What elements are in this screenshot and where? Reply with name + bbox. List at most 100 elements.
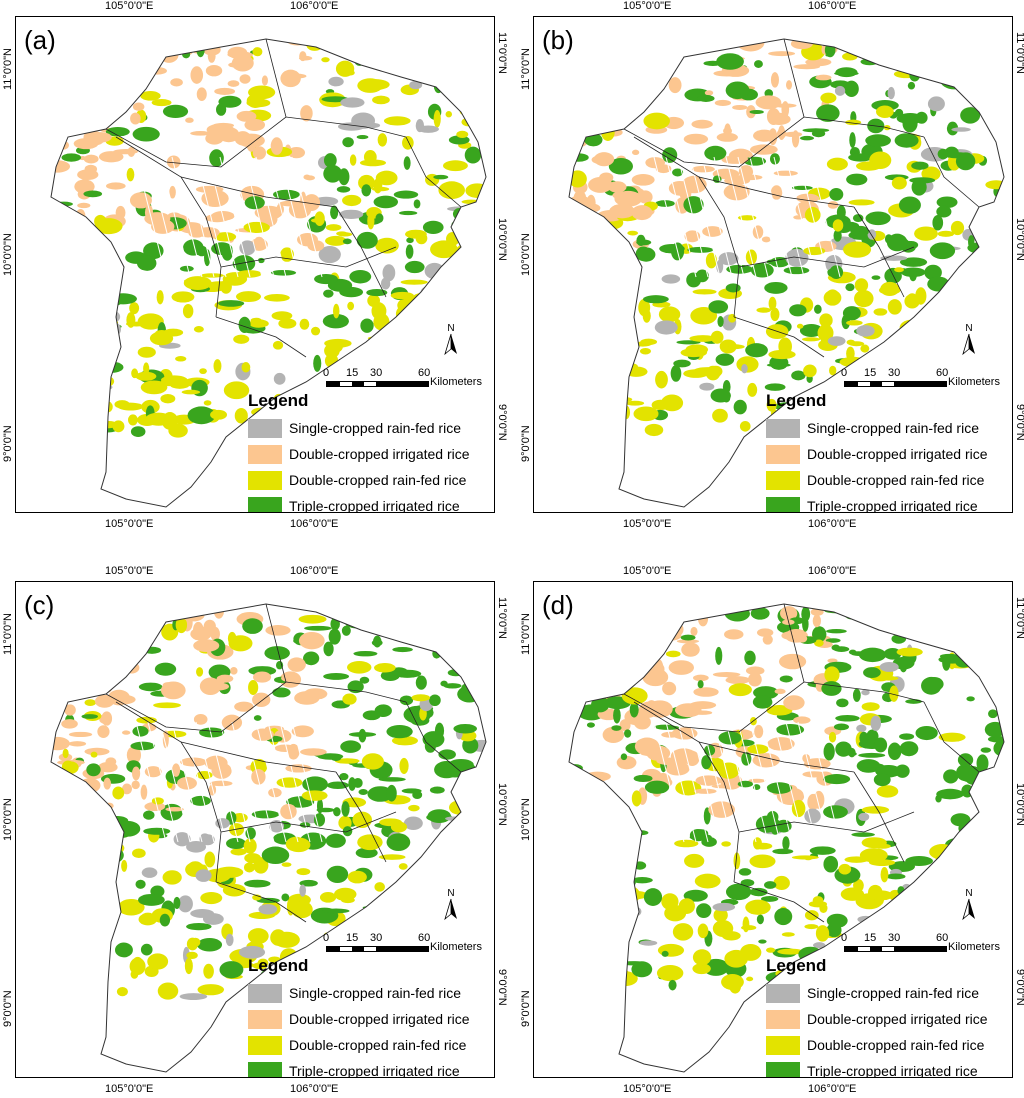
rice-patch bbox=[253, 671, 272, 683]
province-border bbox=[733, 881, 825, 923]
legend-label: Single-cropped rain-fed rice bbox=[807, 420, 979, 436]
canal-line bbox=[737, 721, 769, 843]
rice-patch bbox=[793, 215, 804, 220]
rice-patch bbox=[609, 396, 633, 403]
province-border bbox=[105, 681, 407, 733]
rice-patch bbox=[299, 318, 310, 330]
rice-patch bbox=[941, 614, 955, 627]
rice-patch bbox=[368, 909, 395, 924]
rice-patch bbox=[323, 641, 334, 657]
rice-patch bbox=[203, 400, 212, 406]
rice-patch bbox=[340, 97, 365, 108]
rice-patch bbox=[106, 257, 114, 263]
rice-patch bbox=[356, 135, 369, 140]
canal-line bbox=[243, 156, 275, 278]
rice-patch bbox=[83, 924, 98, 930]
rice-patch bbox=[325, 833, 346, 848]
rice-patch bbox=[687, 246, 714, 253]
canal-line bbox=[147, 156, 179, 278]
rice-patch bbox=[705, 365, 721, 381]
province-border bbox=[405, 701, 462, 773]
rice-patch bbox=[894, 267, 904, 273]
province-border bbox=[783, 603, 805, 683]
rice-patch bbox=[780, 606, 798, 621]
rice-patch bbox=[715, 353, 735, 366]
rice-patch bbox=[732, 104, 748, 110]
legend-label: Single-cropped rain-fed rice bbox=[807, 985, 979, 1001]
rice-patch bbox=[132, 848, 146, 859]
scale-tick-15: 15 bbox=[864, 932, 877, 944]
lat-label-left-9: 9°0'0"N bbox=[520, 990, 532, 1027]
rice-patch bbox=[342, 693, 357, 705]
rice-patch bbox=[577, 973, 598, 982]
rice-patch bbox=[94, 694, 115, 708]
rice-patch bbox=[415, 612, 427, 621]
rice-patch bbox=[206, 123, 235, 136]
rice-patch bbox=[875, 608, 891, 616]
rice-patch bbox=[210, 626, 220, 642]
legend: Legend Single-cropped rain-fed rice Doub… bbox=[248, 391, 494, 512]
rice-patch bbox=[171, 291, 195, 303]
rice-patch bbox=[691, 119, 713, 129]
rice-patch bbox=[431, 862, 455, 879]
rice-patch bbox=[631, 173, 655, 186]
rice-patch bbox=[728, 683, 752, 697]
rice-patch bbox=[246, 98, 271, 108]
rice-patch bbox=[72, 102, 80, 108]
rice-patch bbox=[469, 877, 486, 883]
province-border bbox=[698, 741, 855, 773]
rice-patch bbox=[586, 816, 606, 821]
rice-patch bbox=[51, 257, 67, 272]
rice-patch bbox=[861, 837, 887, 849]
province-border bbox=[853, 771, 905, 863]
rice-patch bbox=[221, 244, 233, 261]
rice-patch bbox=[401, 306, 425, 321]
scale-tick-15: 15 bbox=[346, 932, 359, 944]
rice-patch bbox=[129, 192, 152, 209]
rice-patch bbox=[462, 737, 479, 754]
rice-patch bbox=[747, 382, 758, 397]
rice-patch bbox=[116, 986, 128, 997]
rice-patch bbox=[569, 987, 593, 998]
lon-label-bottom-106: 106°0'0"E bbox=[808, 1083, 857, 1095]
rice-patch bbox=[569, 849, 587, 867]
rice-patch bbox=[791, 855, 819, 860]
map-panel-a: 105°0'0"E 106°0'0"E 105°0'0"E 106°0'0"E … bbox=[0, 0, 508, 530]
rice-patch bbox=[68, 731, 93, 738]
legend-swatch bbox=[766, 496, 800, 512]
rice-patch bbox=[772, 848, 794, 855]
rice-patch bbox=[692, 963, 711, 975]
scale-bar-graphic bbox=[844, 946, 947, 952]
map-frame: (d) N 0 15 30 60 Kilometers bbox=[533, 581, 1013, 1078]
scale-tick-30: 30 bbox=[888, 932, 901, 944]
rice-patch bbox=[880, 281, 900, 297]
rice-patch bbox=[51, 967, 67, 981]
rice-patch bbox=[319, 892, 337, 903]
rice-patch bbox=[301, 790, 328, 801]
rice-patch bbox=[725, 883, 752, 901]
lat-label-left-9: 9°0'0"N bbox=[2, 425, 14, 462]
north-arrow: N bbox=[441, 887, 461, 923]
rice-patch bbox=[825, 638, 841, 643]
canal-line bbox=[797, 156, 829, 278]
rice-patch bbox=[651, 399, 670, 411]
rice-patch bbox=[362, 122, 381, 129]
rice-patch bbox=[608, 648, 625, 657]
canal-line bbox=[159, 721, 191, 843]
rice-patch bbox=[583, 105, 606, 111]
rice-patch bbox=[576, 850, 596, 860]
rice-patch bbox=[463, 880, 473, 895]
rice-patch bbox=[396, 604, 412, 622]
legend-swatch bbox=[248, 444, 282, 464]
rice-patch bbox=[898, 196, 921, 214]
lat-label-left-11: 11°0'0"N bbox=[520, 612, 532, 655]
rice-patch bbox=[943, 769, 959, 784]
map-canvas bbox=[568, 603, 1005, 1073]
legend-item-double-irrigated: Double-cropped irrigated rice bbox=[766, 441, 1012, 467]
rice-patch bbox=[750, 144, 778, 155]
rice-patch bbox=[854, 278, 869, 293]
rice-patch bbox=[374, 882, 385, 892]
legend-swatch bbox=[248, 470, 282, 490]
map-panel-d: 105°0'0"E 106°0'0"E 105°0'0"E 106°0'0"E … bbox=[518, 565, 1024, 1095]
rice-patch bbox=[891, 620, 907, 636]
